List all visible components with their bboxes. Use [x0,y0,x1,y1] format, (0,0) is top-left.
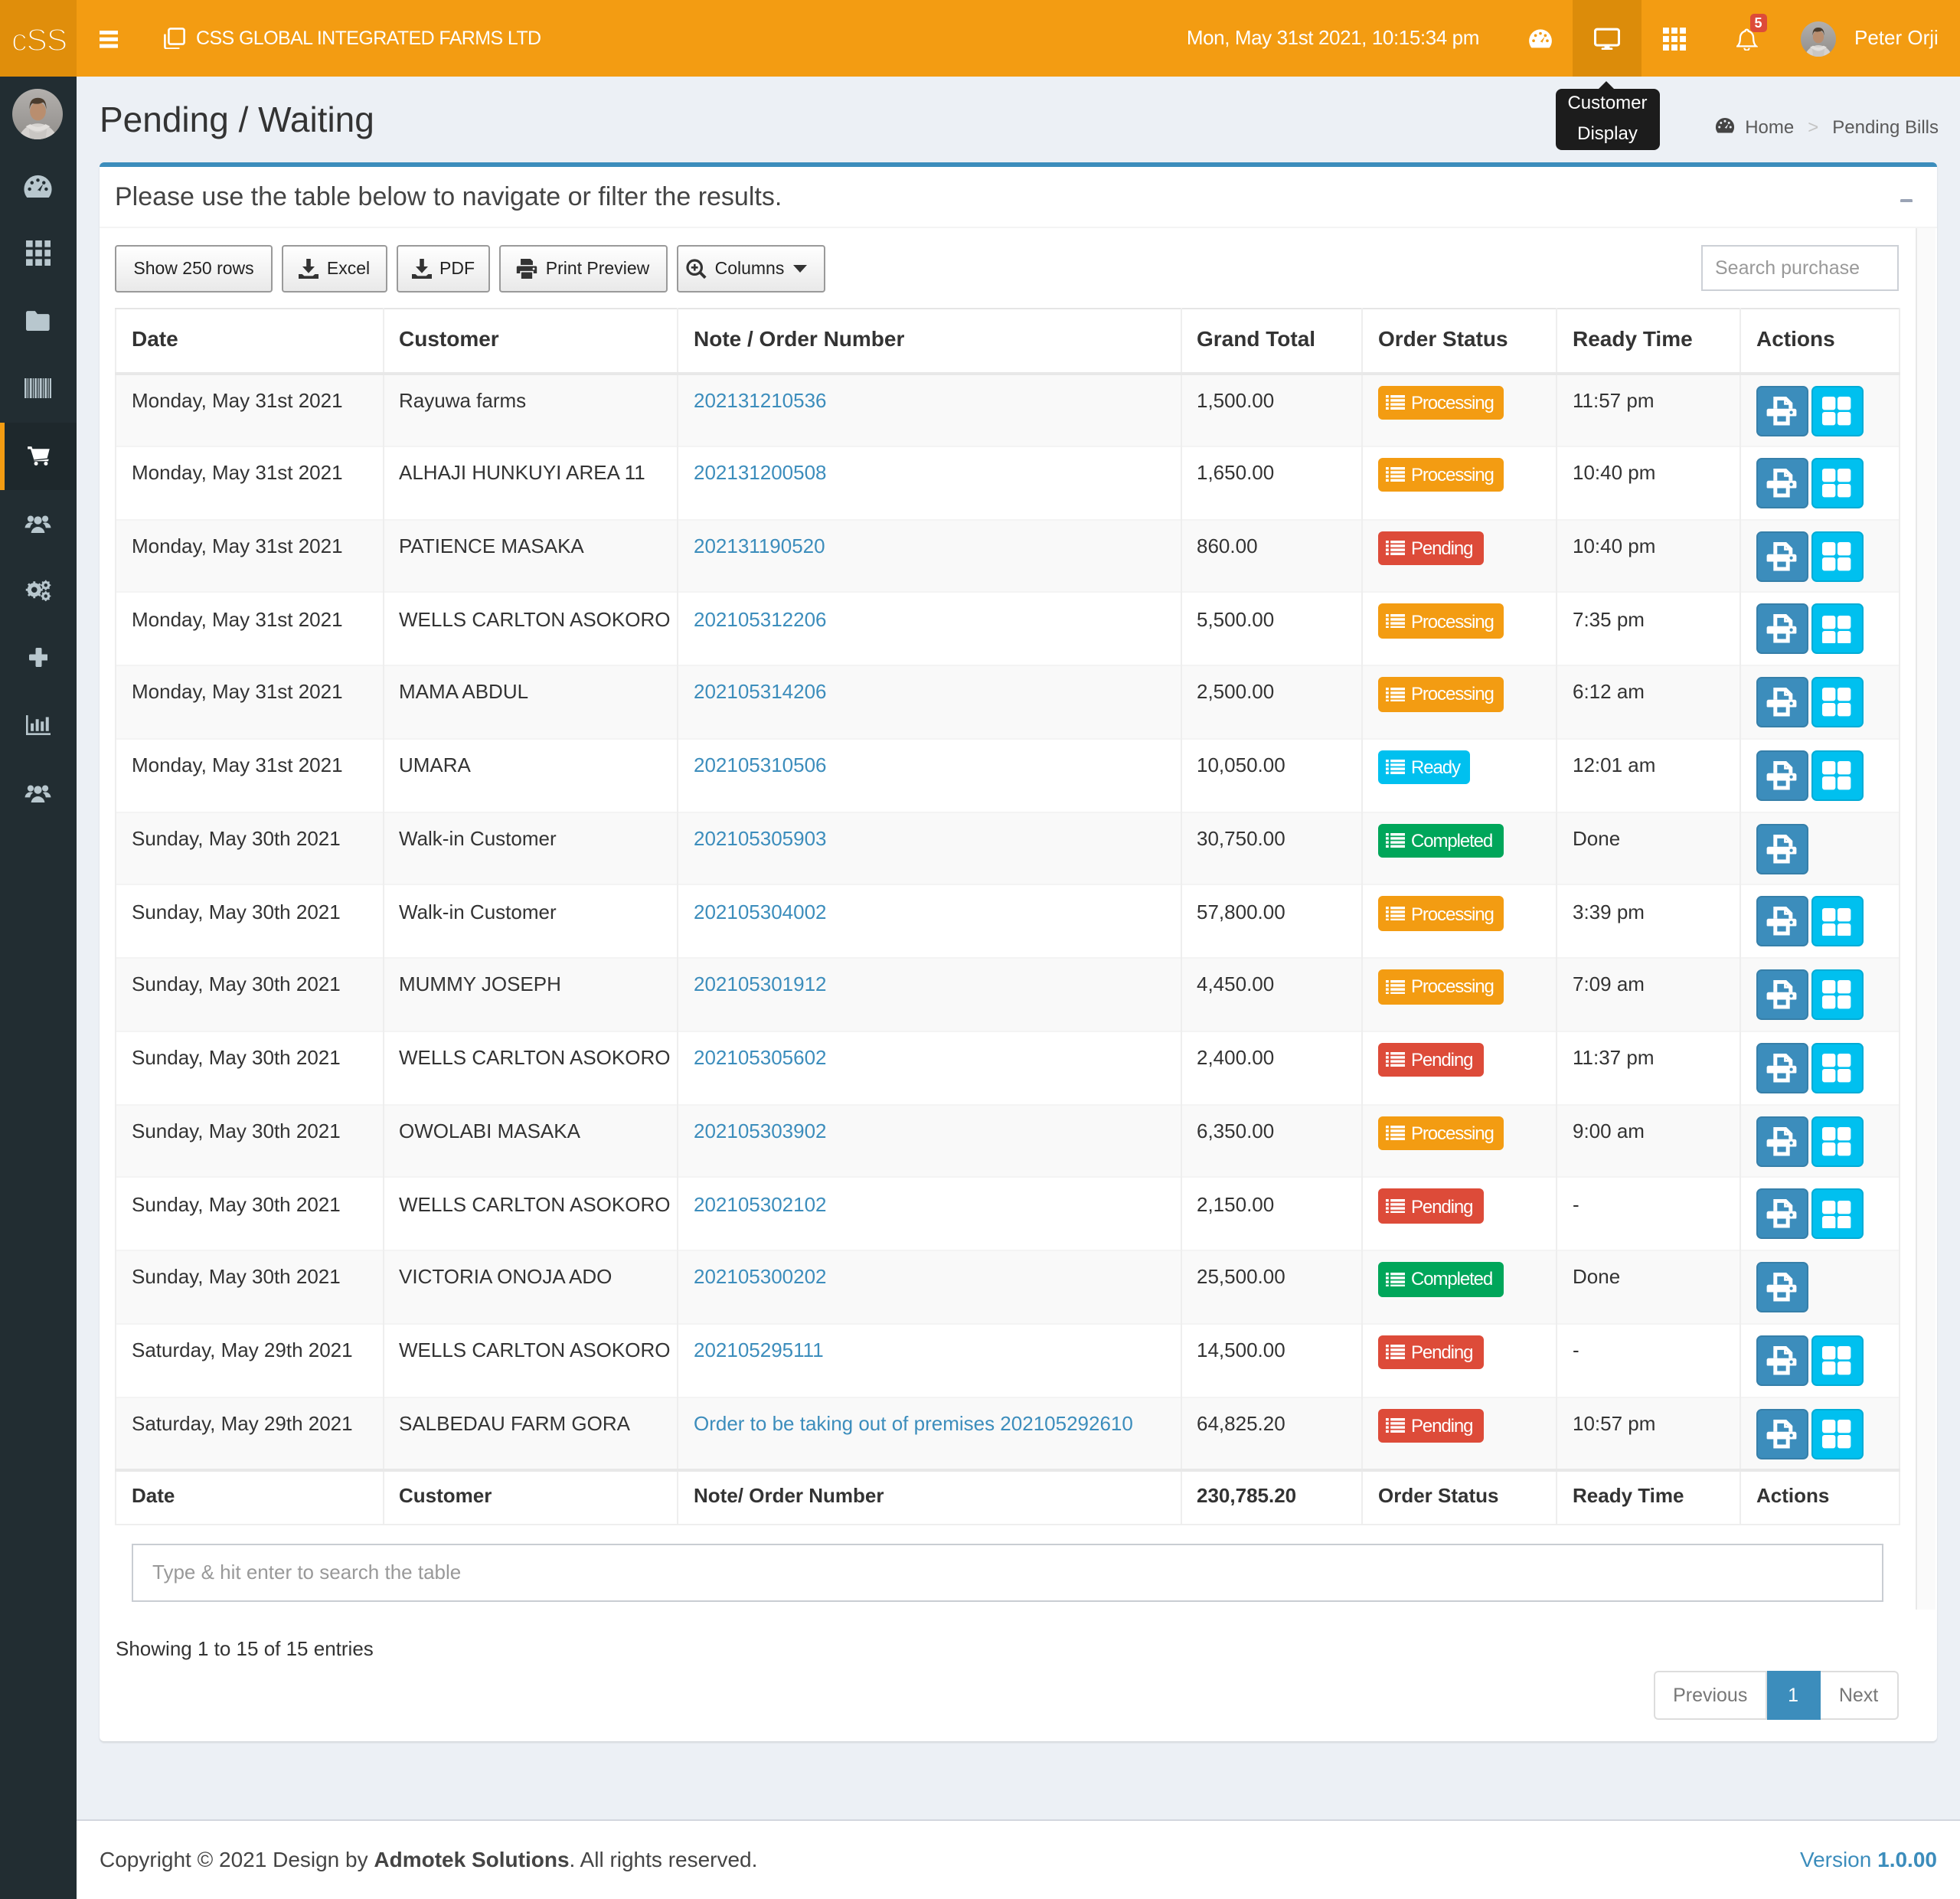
svg-text:cSS: cSS [11,21,67,57]
